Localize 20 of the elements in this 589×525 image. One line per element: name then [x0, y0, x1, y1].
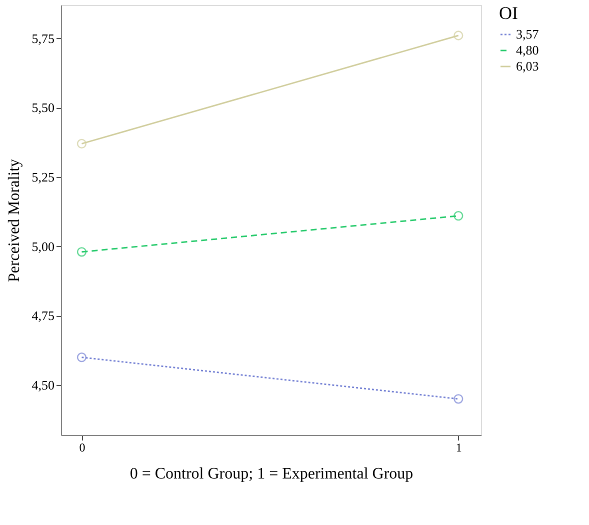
- y-tick-label: 5,75: [32, 30, 54, 46]
- point: [454, 30, 464, 40]
- x-tick-label: 1: [456, 440, 462, 454]
- y-tick-label: 4,50: [32, 378, 54, 393]
- x-tick-label: 0: [79, 440, 86, 454]
- point: [76, 352, 87, 362]
- point: [76, 247, 87, 257]
- legend-title: OI: [499, 3, 518, 23]
- legend-label: 4,80: [516, 42, 539, 58]
- y-tick-label: 5,50: [32, 100, 54, 116]
- y-axis-title: Perceived Morality: [6, 158, 23, 282]
- point: [454, 394, 464, 404]
- y-tick-label: 5,25: [32, 170, 54, 184]
- point: [454, 211, 464, 221]
- legend-label: 3,57: [516, 26, 540, 42]
- y-tick-label: 4,75: [32, 308, 54, 324]
- y-tick-label: 5,00: [32, 238, 54, 254]
- legend-label: 6,03: [516, 58, 539, 74]
- x-axis-title: 0 = Control Group; 1 = Experimental Group: [130, 466, 414, 482]
- point: [76, 138, 87, 149]
